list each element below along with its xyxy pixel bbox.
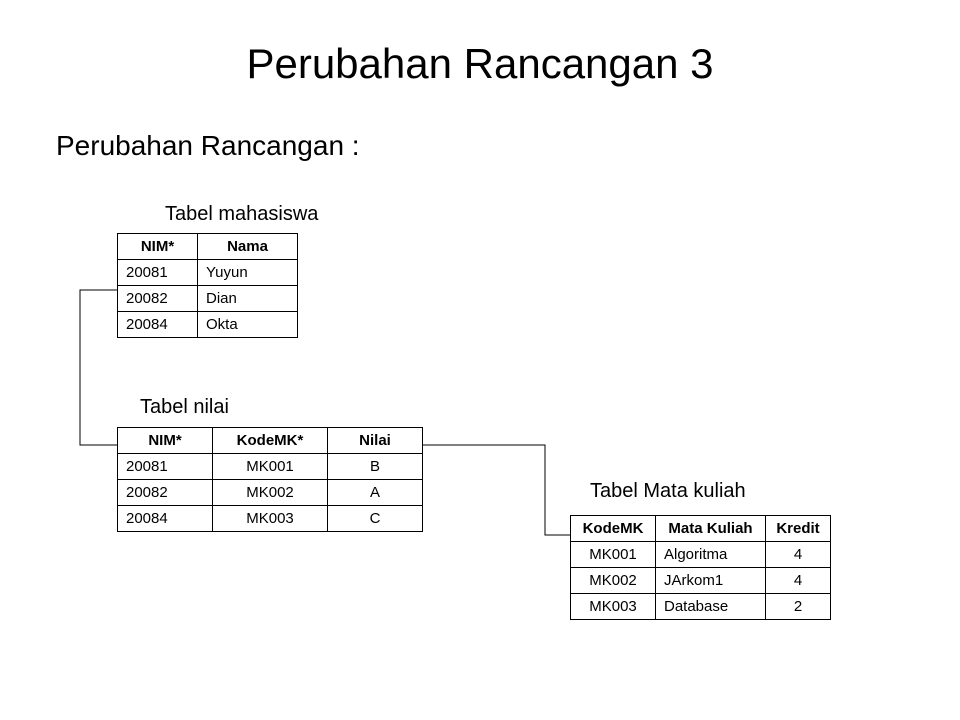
table-cell: Algoritma (656, 542, 766, 568)
table-cell: 20081 (118, 454, 213, 480)
table-cell: Database (656, 594, 766, 620)
table-cell: MK001 (571, 542, 656, 568)
table-cell: C (328, 506, 423, 532)
column-header: NIM* (118, 428, 213, 454)
table-row: MK002JArkom14 (571, 568, 831, 594)
table-row: 20084MK003C (118, 506, 423, 532)
caption-nilai: Tabel nilai (140, 396, 229, 419)
column-header: Mata Kuliah (656, 516, 766, 542)
table-cell: Okta (198, 312, 298, 338)
column-header: KodeMK (571, 516, 656, 542)
table-row: MK001Algoritma4 (571, 542, 831, 568)
table-cell: Dian (198, 286, 298, 312)
table-cell: 20082 (118, 480, 213, 506)
table-row: 20082MK002A (118, 480, 423, 506)
table-matakuliah: KodeMKMata KuliahKreditMK001Algoritma4MK… (570, 515, 831, 620)
slide-subtitle: Perubahan Rancangan : (56, 130, 360, 162)
column-header: Nama (198, 234, 298, 260)
table-row: 20082Dian (118, 286, 298, 312)
table-cell: MK003 (213, 506, 328, 532)
table-row: MK003Database2 (571, 594, 831, 620)
column-header: KodeMK* (213, 428, 328, 454)
slide-title: Perubahan Rancangan 3 (0, 40, 960, 88)
table-cell: Yuyun (198, 260, 298, 286)
table-cell: 2 (766, 594, 831, 620)
table-cell: 20084 (118, 312, 198, 338)
table-cell: 20081 (118, 260, 198, 286)
column-header: Nilai (328, 428, 423, 454)
table-row: 20081Yuyun (118, 260, 298, 286)
table-row: 20081MK001B (118, 454, 423, 480)
table-cell: JArkom1 (656, 568, 766, 594)
table-cell: B (328, 454, 423, 480)
column-header: Kredit (766, 516, 831, 542)
table-cell: 4 (766, 542, 831, 568)
table-nilai: NIM*KodeMK*Nilai20081MK001B20082MK002A20… (117, 427, 423, 532)
table-row: 20084Okta (118, 312, 298, 338)
table-cell: A (328, 480, 423, 506)
column-header: NIM* (118, 234, 198, 260)
table-cell: MK003 (571, 594, 656, 620)
table-cell: 20084 (118, 506, 213, 532)
table-cell: MK002 (571, 568, 656, 594)
caption-matakuliah: Tabel Mata kuliah (590, 480, 746, 503)
slide-canvas: Perubahan Rancangan 3 Perubahan Rancanga… (0, 0, 960, 720)
table-mahasiswa: NIM*Nama20081Yuyun20082Dian20084Okta (117, 233, 298, 338)
table-cell: 4 (766, 568, 831, 594)
table-cell: MK001 (213, 454, 328, 480)
table-cell: MK002 (213, 480, 328, 506)
table-cell: 20082 (118, 286, 198, 312)
caption-mahasiswa: Tabel mahasiswa (165, 203, 318, 226)
